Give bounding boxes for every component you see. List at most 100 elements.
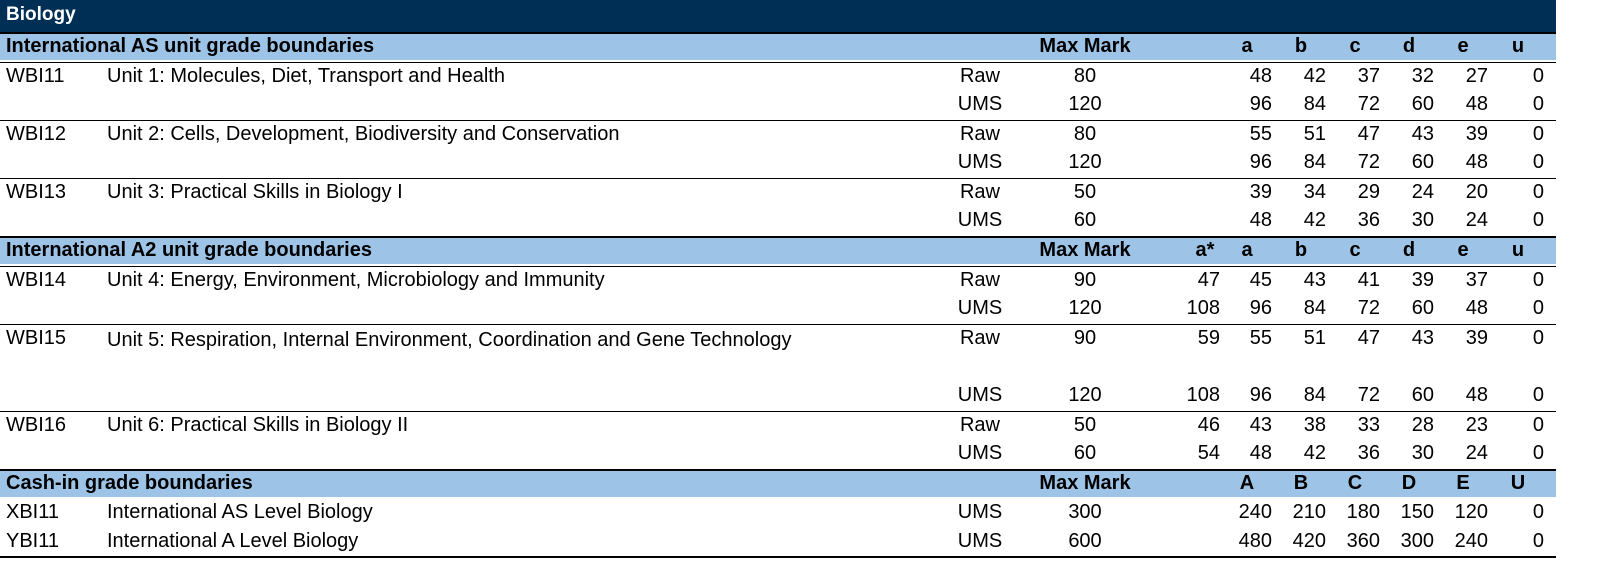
ums-grade-1: 96 — [1249, 93, 1272, 115]
header-grade-3: c — [1349, 35, 1361, 57]
cashin-grade-1: 240 — [1238, 501, 1272, 523]
ums-grade-6: 0 — [1532, 151, 1544, 173]
unit-name: Unit 1: Molecules, Diet, Transport and H… — [107, 65, 505, 87]
header-grade-6: u — [1511, 35, 1525, 57]
header-grade-3: c — [1349, 239, 1361, 261]
cashin-grade-1: 480 — [1238, 530, 1272, 552]
raw-grade-2: 51 — [1303, 123, 1326, 145]
qualification-code: XBI11 — [6, 501, 59, 523]
qualification-row: YBI11 International A Level Biology UMS 600… — [0, 528, 1556, 557]
mark-type: UMS — [957, 297, 1003, 319]
raw-grade-4: 43 — [1411, 327, 1434, 349]
raw-grade-1: 55 — [1249, 123, 1272, 145]
ums-grade-4: 60 — [1411, 151, 1434, 173]
section-title: Cash-in grade boundaries — [6, 472, 253, 494]
raw-grade-0: 46 — [1197, 414, 1220, 436]
raw-grade-6: 0 — [1532, 181, 1544, 203]
max-mark: 60 — [1073, 442, 1097, 464]
section-title: International AS unit grade boundaries — [6, 35, 375, 57]
max-mark: 120 — [1068, 297, 1102, 319]
raw-grade-1: 43 — [1249, 414, 1272, 436]
header-grade-2: b — [1294, 239, 1308, 261]
table-bottom-border — [0, 556, 1556, 558]
mark-type: Raw — [959, 414, 1000, 436]
raw-grade-3: 29 — [1357, 181, 1380, 203]
ums-grade-1: 48 — [1249, 209, 1272, 231]
header-grade-1: a — [1241, 35, 1253, 57]
ums-grade-6: 0 — [1532, 297, 1544, 319]
ums-grade-2: 84 — [1303, 151, 1326, 173]
raw-grade-3: 33 — [1357, 414, 1380, 436]
cashin-grade-3: 360 — [1346, 530, 1380, 552]
unit-ums-row: UMS 120 108 96 84 72 60 48 0 — [0, 295, 1556, 324]
unit-name: Unit 2: Cells, Development, Biodiversity… — [107, 123, 620, 145]
max-mark: 80 — [1073, 65, 1097, 87]
unit-ums-row: UMS 60 54 48 42 36 30 24 0 — [0, 440, 1556, 469]
ums-grade-6: 0 — [1532, 384, 1544, 406]
ums-grade-4: 60 — [1411, 384, 1434, 406]
ums-grade-3: 72 — [1357, 151, 1380, 173]
raw-grade-1: 48 — [1249, 65, 1272, 87]
max-mark: 600 — [1068, 530, 1102, 552]
raw-grade-2: 43 — [1303, 269, 1326, 291]
subject-title: Biology — [6, 4, 76, 25]
header-grade-0: a* — [1195, 239, 1215, 261]
header-grade-6: u — [1511, 239, 1525, 261]
mark-type: UMS — [957, 442, 1003, 464]
max-mark: 90 — [1073, 269, 1097, 291]
ums-grade-2: 84 — [1303, 384, 1326, 406]
qualification-name: International A Level Biology — [107, 530, 359, 552]
subject-title-bar: Biology — [0, 0, 1556, 32]
raw-grade-4: 24 — [1411, 181, 1434, 203]
ums-grade-3: 36 — [1357, 442, 1380, 464]
header-grade-1: A — [1239, 472, 1255, 494]
ums-grade-2: 84 — [1303, 93, 1326, 115]
raw-grade-1: 55 — [1249, 327, 1272, 349]
unit-ums-row: UMS 120 96 84 72 60 48 0 — [0, 91, 1556, 120]
ums-grade-2: 42 — [1303, 209, 1326, 231]
qualification-name: International AS Level Biology — [107, 501, 373, 523]
max-mark-header: Max Mark — [1039, 35, 1131, 57]
raw-grade-6: 0 — [1532, 414, 1544, 436]
raw-grade-6: 0 — [1532, 65, 1544, 87]
section-header: International A2 unit grade boundaries Ma… — [0, 236, 1556, 264]
raw-grade-4: 39 — [1411, 269, 1434, 291]
unit-raw-row: WBI12 Unit 2: Cells, Development, Biodive… — [0, 120, 1556, 149]
raw-grade-4: 28 — [1411, 414, 1434, 436]
ums-grade-2: 42 — [1303, 442, 1326, 464]
unit-ums-row: UMS 120 96 84 72 60 48 0 — [0, 149, 1556, 178]
header-grade-4: d — [1402, 239, 1416, 261]
header-grade-6: U — [1510, 472, 1526, 494]
mark-type: UMS — [957, 530, 1003, 552]
raw-grade-3: 47 — [1357, 123, 1380, 145]
raw-grade-3: 41 — [1357, 269, 1380, 291]
ums-grade-3: 72 — [1357, 297, 1380, 319]
unit-ums-row: UMS 60 48 42 36 30 24 0 — [0, 207, 1556, 236]
raw-grade-5: 39 — [1465, 123, 1488, 145]
unit-raw-row: WBI16 Unit 6: Practical Skills in Biology… — [0, 411, 1556, 440]
max-mark: 300 — [1068, 501, 1102, 523]
unit-raw-row: WBI15 Unit 5: Respiration, Internal Envir… — [0, 324, 1556, 382]
unit-code: WBI14 — [6, 269, 67, 291]
unit-code: WBI11 — [6, 65, 65, 87]
header-grade-3: C — [1347, 472, 1363, 494]
raw-grade-5: 20 — [1465, 181, 1488, 203]
unit-name: Unit 6: Practical Skills in Biology II — [107, 414, 409, 436]
raw-grade-1: 45 — [1249, 269, 1272, 291]
ums-grade-4: 60 — [1411, 93, 1434, 115]
ums-grade-5: 24 — [1465, 209, 1488, 231]
mark-type: UMS — [957, 93, 1003, 115]
cashin-grade-5: 240 — [1454, 530, 1488, 552]
mark-type: UMS — [957, 151, 1003, 173]
unit-name: Unit 4: Energy, Environment, Microbiolog… — [107, 269, 605, 291]
cashin-grade-4: 300 — [1400, 530, 1434, 552]
raw-grade-6: 0 — [1532, 269, 1544, 291]
header-grade-5: e — [1457, 35, 1469, 57]
ums-grade-6: 0 — [1532, 209, 1544, 231]
mark-type: Raw — [959, 269, 1000, 291]
header-grade-1: a — [1241, 239, 1253, 261]
mark-type: UMS — [957, 209, 1003, 231]
section-title: International A2 unit grade boundaries — [6, 239, 372, 261]
raw-grade-2: 34 — [1303, 181, 1326, 203]
mark-type: Raw — [959, 181, 1000, 203]
